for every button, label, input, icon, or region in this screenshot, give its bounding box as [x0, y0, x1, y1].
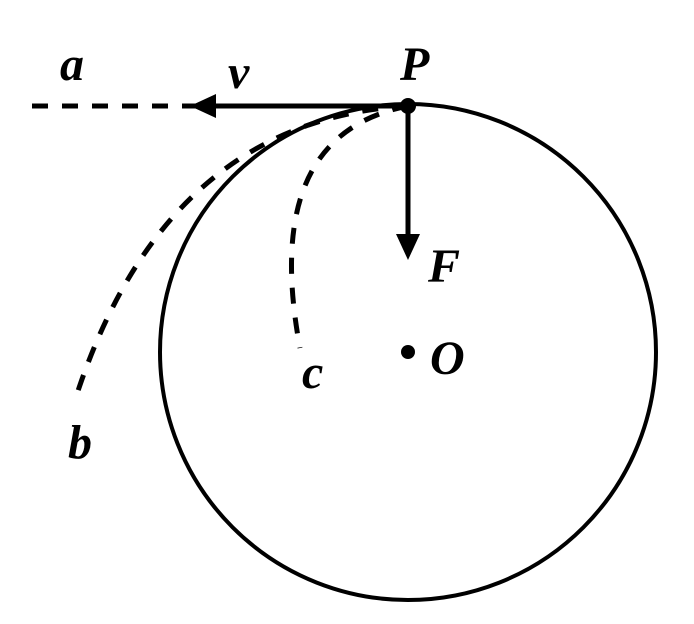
center-o-dot: [401, 345, 415, 359]
label-f: F: [427, 240, 460, 293]
label-o: O: [430, 332, 465, 385]
force-arrow-head: [396, 234, 420, 260]
label-a: a: [60, 38, 84, 91]
label-b: b: [68, 416, 92, 469]
label-v: v: [228, 46, 250, 99]
label-p: P: [399, 38, 430, 91]
velocity-arrow-head: [190, 94, 216, 118]
path-c: [291, 106, 408, 348]
point-p-dot: [400, 98, 416, 114]
path-b: [75, 106, 408, 400]
label-c: c: [302, 346, 323, 399]
